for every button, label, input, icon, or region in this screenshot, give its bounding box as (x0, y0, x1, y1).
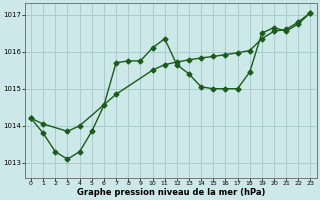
X-axis label: Graphe pression niveau de la mer (hPa): Graphe pression niveau de la mer (hPa) (76, 188, 265, 197)
